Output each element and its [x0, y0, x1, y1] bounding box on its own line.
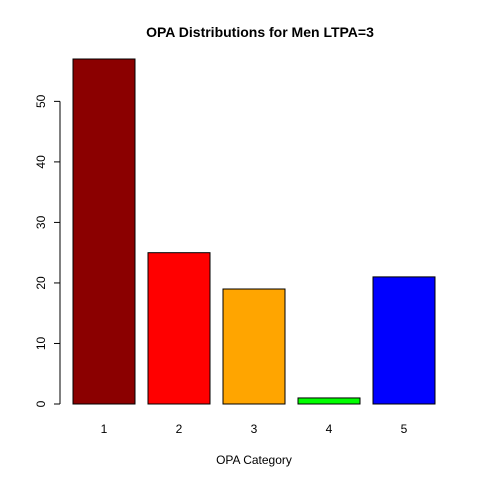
- x-tick-label-4: 4: [326, 422, 333, 436]
- bar-4: [297, 397, 361, 405]
- chart-title: OPA Distributions for Men LTPA=3: [146, 24, 374, 40]
- x-axis-label: OPA Category: [216, 453, 292, 467]
- y-tick-label-10: 10: [34, 336, 48, 350]
- y-tick-label-40: 40: [34, 155, 48, 169]
- x-tick-label-2: 2: [176, 422, 183, 436]
- bar-group: [72, 58, 436, 405]
- y-axis: 0 10 20 30 40 50: [34, 94, 61, 407]
- x-tick-label-3: 3: [251, 422, 258, 436]
- y-tick-label-20: 20: [34, 276, 48, 290]
- bar-3: [222, 288, 286, 405]
- x-tick-label-5: 5: [401, 422, 408, 436]
- y-tick-label-50: 50: [34, 94, 48, 108]
- y-tick-label-0: 0: [34, 400, 48, 407]
- x-axis-tick-labels: 1 2 3 4 5: [101, 422, 408, 436]
- bar-5: [372, 276, 436, 405]
- bar-1: [72, 58, 136, 405]
- bar-2: [147, 252, 211, 405]
- x-tick-label-1: 1: [101, 422, 108, 436]
- y-tick-label-30: 30: [34, 215, 48, 229]
